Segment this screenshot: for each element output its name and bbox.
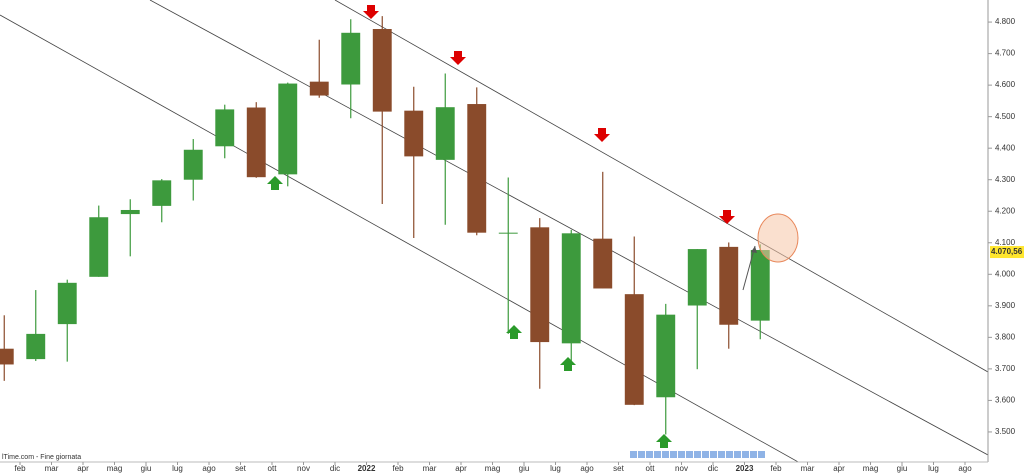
channel-line xyxy=(149,0,988,456)
up-arrow xyxy=(560,357,576,371)
x-tick-label: mar xyxy=(45,464,59,473)
x-tick-label: mar xyxy=(801,464,815,473)
candle-body xyxy=(120,209,140,215)
y-tick-label: 4.000 xyxy=(995,269,1016,278)
candle-body xyxy=(530,227,550,343)
channel-lines xyxy=(0,0,988,462)
candle-body xyxy=(26,333,46,360)
y-tick-label: 3.600 xyxy=(995,396,1016,405)
down-arrow xyxy=(363,5,379,19)
x-tick-label: ott xyxy=(646,464,656,473)
x-tick-label: set xyxy=(613,464,624,473)
candle-body xyxy=(404,110,424,157)
candle-body xyxy=(309,81,329,96)
x-tick-label: lug xyxy=(172,464,183,473)
x-tick-label: giu xyxy=(897,464,908,473)
candles xyxy=(0,16,770,435)
candle-body xyxy=(750,250,770,321)
x-tick-label: nov xyxy=(675,464,688,473)
down-arrow xyxy=(719,210,735,224)
footer: lTime.com - Fine giornata xyxy=(2,454,81,461)
y-tick-label: 3.500 xyxy=(995,427,1016,436)
candle-body xyxy=(719,246,739,325)
candle-body xyxy=(561,233,581,344)
x-tick-label: 2022 xyxy=(358,464,376,473)
x-tick-label: nov xyxy=(297,464,310,473)
candle-body xyxy=(435,107,455,160)
y-tick-label: 3.700 xyxy=(995,364,1016,373)
x-tick-label: feb xyxy=(392,464,404,473)
last-price-label: 4.070,56 xyxy=(991,247,1023,256)
x-tick-label: giu xyxy=(519,464,530,473)
up-arrow xyxy=(267,176,283,190)
x-tick-label: mag xyxy=(107,464,123,473)
x-tick-label: 2023 xyxy=(736,464,754,473)
candle-body xyxy=(215,109,235,147)
down-arrow xyxy=(450,51,466,65)
annotations xyxy=(267,5,799,458)
x-tick-label: dic xyxy=(330,464,340,473)
y-tick-label: 4.100 xyxy=(995,238,1016,247)
x-tick-label: feb xyxy=(770,464,782,473)
y-tick-label: 4.200 xyxy=(995,206,1016,215)
channel-line xyxy=(334,0,988,373)
candle-body xyxy=(341,32,361,85)
x-tick-label: mag xyxy=(485,464,501,473)
candle-body xyxy=(0,348,14,365)
up-arrow xyxy=(656,434,672,448)
trend-arrow-head xyxy=(751,246,757,253)
y-tick-label: 4.700 xyxy=(995,49,1016,58)
x-tick-label: giu xyxy=(141,464,152,473)
candle-body xyxy=(656,314,676,398)
x-tick-label: apr xyxy=(833,464,845,473)
x-tick-label: feb xyxy=(14,464,26,473)
candle-body xyxy=(467,104,487,233)
channel-line xyxy=(0,14,800,462)
x-tick-label: ott xyxy=(268,464,278,473)
x-tick-label: lug xyxy=(550,464,561,473)
x-tick-label: lug xyxy=(928,464,939,473)
candle-body xyxy=(372,29,392,112)
x-tick-label: ago xyxy=(958,464,972,473)
y-tick-label: 3.800 xyxy=(995,332,1016,341)
candle-body xyxy=(246,107,266,178)
x-tick-label: apr xyxy=(77,464,89,473)
candle-body xyxy=(498,232,518,234)
highlight-circle xyxy=(757,213,799,263)
candle-body xyxy=(278,83,298,175)
event-icons xyxy=(630,451,765,458)
x-tick-label: mag xyxy=(863,464,879,473)
x-tick-label: mar xyxy=(423,464,437,473)
candle-body xyxy=(687,249,707,306)
y-tick-label: 4.800 xyxy=(995,17,1016,26)
y-tick-label: 4.300 xyxy=(995,175,1016,184)
x-tick-label: dic xyxy=(708,464,718,473)
candle-body xyxy=(57,282,77,325)
candle-body xyxy=(593,238,613,289)
last-price-box xyxy=(990,246,1024,259)
y-tick-label: 4.500 xyxy=(995,112,1016,121)
x-tick-label: ago xyxy=(202,464,216,473)
down-arrow xyxy=(594,128,610,142)
y-tick-label: 3.900 xyxy=(995,301,1016,310)
x-tick-label: set xyxy=(235,464,246,473)
trend-arrow xyxy=(742,245,756,291)
y-tick-label: 4.600 xyxy=(995,80,1016,89)
x-tick-label: apr xyxy=(455,464,467,473)
candle-body xyxy=(152,180,172,206)
y-tick-label: 4.400 xyxy=(995,143,1016,152)
up-arrow xyxy=(506,325,522,339)
candle-body xyxy=(89,217,109,277)
x-tick-label: ago xyxy=(580,464,594,473)
candle-body xyxy=(624,294,644,405)
candle-body xyxy=(183,149,203,180)
